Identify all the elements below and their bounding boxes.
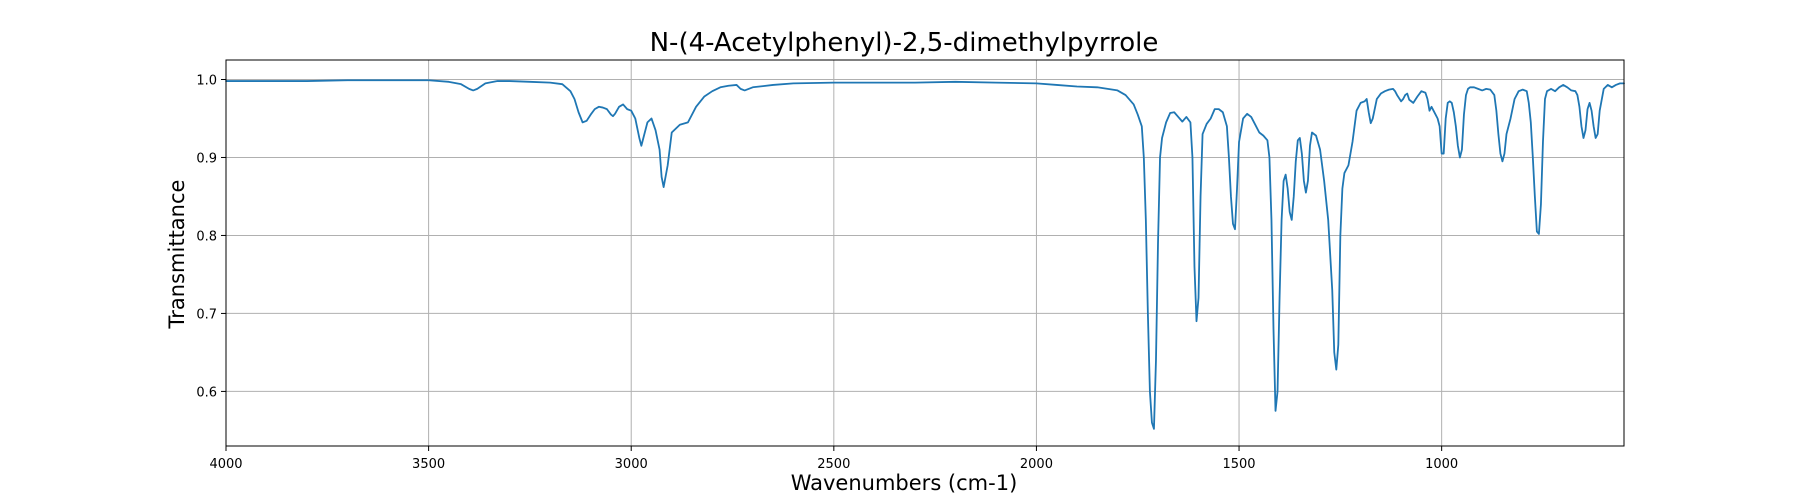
x-tick-label: 4000 — [209, 457, 242, 472]
x-tick-label: 1500 — [1222, 457, 1255, 472]
grid-layer — [225, 60, 1624, 446]
chart-title: N-(4-Acetylphenyl)-2,5-dimethylpyrrole — [650, 28, 1159, 58]
x-tick-label: 1000 — [1425, 457, 1458, 472]
y-tick-label: 1.0 — [196, 73, 217, 88]
spectrum-line — [225, 79, 1625, 430]
y-tick-label: 0.9 — [196, 151, 217, 166]
y-tick-label: 0.6 — [196, 385, 217, 400]
y-axis-label: Transmittance — [165, 180, 189, 330]
x-tick-label: 3500 — [412, 457, 445, 472]
tick-layer: 4000 3500 3000 2500 2000 1500 1000 0.6 0.7 0.8 0.9… — [196, 73, 1458, 472]
x-tick-label: 2500 — [817, 457, 850, 472]
series-layer — [225, 79, 1625, 430]
y-tick-label: 0.8 — [196, 229, 217, 244]
plot-frame — [225, 59, 1625, 447]
x-tick-label: 2000 — [1020, 457, 1053, 472]
x-tick-label: 3000 — [615, 457, 648, 472]
y-tick-label: 0.7 — [196, 307, 217, 322]
x-axis-label: Wavenumbers (cm-1) — [791, 471, 1018, 495]
